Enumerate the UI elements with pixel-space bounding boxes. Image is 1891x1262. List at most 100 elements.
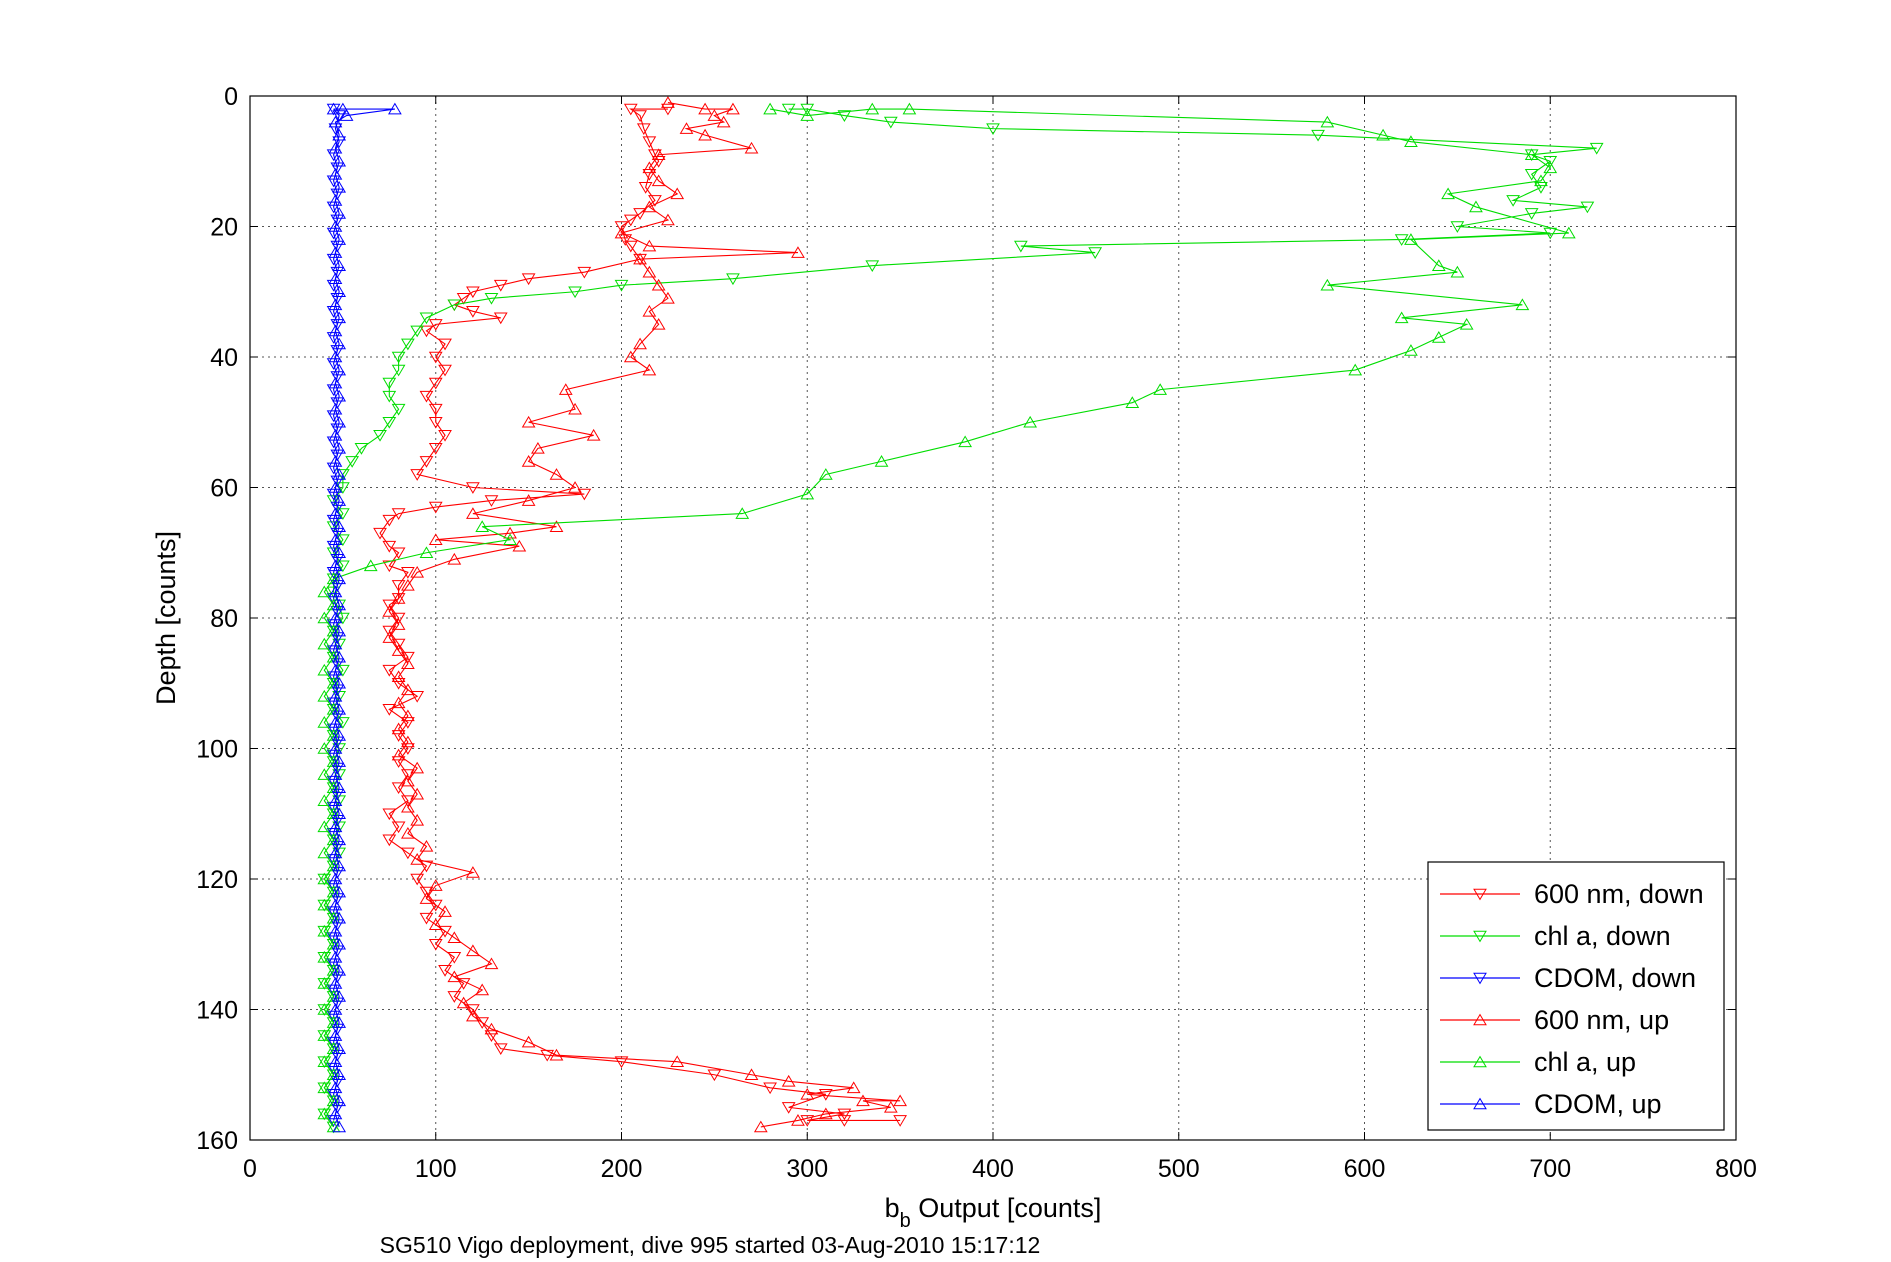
data-point [1580,201,1595,214]
data-point [332,572,347,585]
data-point [401,651,415,664]
data-point [428,879,443,891]
legend-swatch-marker [1473,1013,1487,1026]
data-point [670,1055,685,1067]
data-point [326,801,341,814]
data-point [332,233,347,245]
data-point [1125,396,1140,408]
data-point [466,1004,480,1016]
data-point [391,677,406,690]
data-point [493,1043,508,1056]
data-point [642,169,657,181]
data-point [475,520,490,532]
data-point [326,175,341,188]
data-point [1311,129,1325,142]
data-point [651,278,666,291]
data-point [332,937,347,950]
data-point [330,345,345,357]
data-point [466,286,480,299]
x-axis-label-main: b [885,1193,900,1223]
legend-item: CDOM, up [1440,1089,1662,1119]
data-point [326,384,341,397]
data-point [328,768,343,780]
data-point [1450,221,1465,233]
data-point [1515,298,1530,311]
data-point [633,208,647,220]
data-point [428,403,443,416]
data-point [328,1029,343,1041]
data-point [317,872,332,885]
data-point [328,559,343,572]
data-point [1450,265,1465,278]
data-point [642,239,657,252]
data-point [326,880,341,892]
data-point [865,260,880,273]
data-point [382,664,397,677]
data-point [475,1017,490,1029]
legend: 600 nm, down chl a, down CDOM, down 600 nm,… [1427,861,1725,1131]
y-tick-label: 80 [210,605,238,633]
data-point [317,637,332,650]
data-point [317,716,332,728]
data-point [382,834,397,847]
data-point [317,977,332,989]
data-point [410,787,425,800]
legend-label: CDOM, up [1534,1089,1662,1119]
data-point [1543,155,1558,168]
data-point [800,109,815,121]
data-point [330,475,345,488]
data-point [391,508,406,520]
data-point [661,213,675,226]
data-point [661,103,675,116]
data-point [651,174,666,187]
data-point [317,898,332,911]
data-point [332,494,347,506]
data-point [328,194,343,206]
data-point [328,428,343,441]
data-point [679,122,694,134]
data-point [800,487,815,500]
data-point [781,103,796,116]
legend-swatch-marker [1473,1055,1487,1068]
data-point [391,403,406,416]
chart-caption: SG510 Vigo deployment, dive 995 started … [380,1232,1041,1258]
data-point [332,337,347,350]
data-point [317,1003,332,1015]
data-point [332,781,347,793]
data-point [1153,383,1168,395]
data-point [330,423,345,436]
data-point [636,123,651,136]
data-point [716,115,731,128]
series-line [323,108,1569,1128]
y-tick-label: 160 [196,1127,238,1155]
x-axis-label-rest: Output [counts] [911,1193,1102,1223]
data-point [791,1114,805,1126]
data-point [401,578,415,591]
data-point [326,958,341,971]
data-point [837,1115,852,1127]
data-point [326,436,341,449]
data-point [410,813,425,826]
data-point [330,214,345,227]
data-point [586,428,601,441]
data-point [326,462,341,475]
data-point [332,729,347,741]
data-point [317,846,332,859]
legend-label: chl a, down [1534,921,1671,951]
data-point [837,1108,852,1121]
data-point [330,292,345,305]
data-point [336,508,350,520]
data-point [401,567,415,579]
x-tick-label: 300 [786,1155,828,1183]
data-point [317,924,332,937]
data-point [328,820,343,833]
data-point [332,676,347,689]
data-point [401,826,415,839]
data-point [326,1036,341,1049]
data-point [419,312,434,325]
data-point [317,585,332,598]
data-point [568,402,582,415]
data-point [328,794,343,806]
data-point [623,103,638,116]
data-point [391,580,406,592]
